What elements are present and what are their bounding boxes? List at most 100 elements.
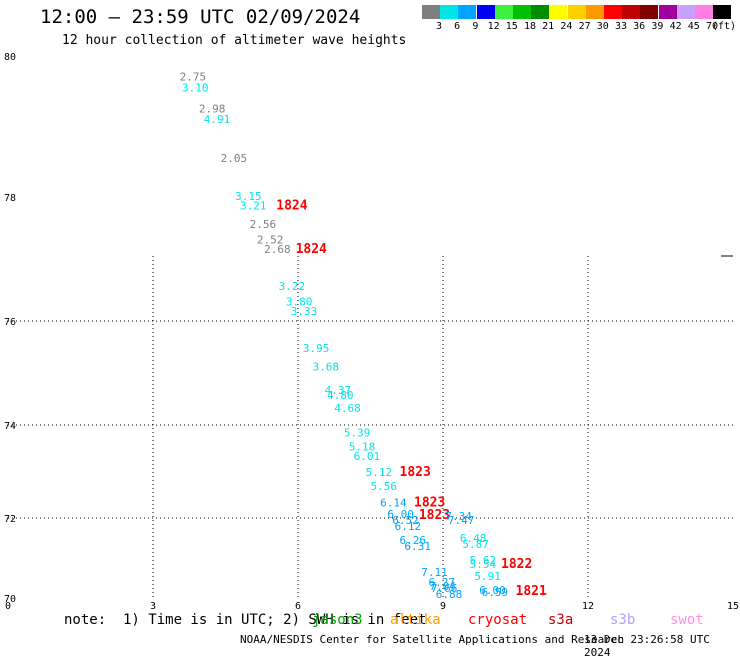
wave-height-label: 2.52 [257,234,284,247]
y-tick-label: 74 [4,421,16,432]
color-scale-swatch [640,5,659,19]
wave-height-label: 6.27 [429,576,456,589]
color-scale-label: 45 [687,21,700,32]
wave-height-label: 6.00 [387,508,414,521]
wave-height-label: 7.47 [448,514,475,527]
wave-height-label: 4.68 [334,402,361,415]
wave-height-label: 3.80 [286,296,313,309]
x-tick-label: 0 [5,601,11,612]
track-time-label: 1823 [414,495,445,510]
color-scale-swatch [622,5,641,19]
color-scale-swatch [658,5,677,19]
color-scale-swatch [458,5,477,19]
color-scale-label: 30 [596,21,609,32]
color-scale-label: 21 [542,21,555,32]
wave-height-label: 6.12 [395,520,422,533]
wave-height-label: 5.62 [470,554,497,567]
x-tick-label: 6 [295,601,301,612]
y-tick-label: 80 [4,52,16,63]
wave-height-label: 4.91 [204,113,231,126]
wave-height-label: 3.21 [240,199,267,212]
wave-height-label: 3.15 [235,190,262,203]
color-scale-label: 36 [633,21,646,32]
color-scale-swatch [676,5,695,19]
color-scale-swatch [604,5,622,19]
wave-height-label: 5.87 [462,538,489,551]
wave-height-label: 6.00 [479,584,506,597]
wave-height-label: 7.04 [429,580,456,593]
wave-height-label: 5.18 [349,441,376,454]
track-time-label: 1823 [400,465,431,480]
satellite-legend-item: altika [390,612,441,628]
satellite-legend-item: jason3 [312,612,363,628]
color-scale-label: 3 [435,21,443,32]
wave-height-label: 6.31 [404,540,431,553]
color-scale-label: 27 [578,21,591,32]
color-scale-label: 6 [454,21,461,32]
wave-height-label: 2.75 [180,71,207,84]
y-tick-label: 70 [4,594,16,605]
x-tick-label: 9 [440,601,446,612]
wave-height-label: 6.52 [392,514,419,527]
color-scale-label: 9 [472,21,479,32]
color-scale-swatch [567,5,586,19]
wave-height-label: 4.37 [325,384,352,397]
color-scale-swatch [476,5,495,19]
footer-timestamp: 13 Dec 23:26:58 UTC 2024 [584,633,710,659]
wave-height-label: 6.48 [460,532,487,545]
satellite-legend-item: swot [670,612,704,628]
note-text: note: 1) Time is in UTC; 2) SWH is in fe… [64,612,427,628]
wave-height-label: 3.95 [303,342,330,355]
x-tick-label: 3 [150,601,156,612]
color-scale-swatch [585,5,604,19]
y-tick-label: 72 [4,514,16,525]
page-title: 12:00 – 23:59 UTC 02/09/2024 [40,6,361,28]
color-scale-swatch [513,5,531,19]
y-tick-label: 78 [4,193,16,204]
wave-height-label: 5.56 [371,480,398,493]
satellite-legend-item: s3a [548,612,574,628]
color-scale-swatch [549,5,568,19]
track-time-label: 1824 [276,198,307,213]
wave-height-label: 5.91 [474,570,501,583]
wave-height-label: 7.66 [431,582,458,595]
color-scale-label: 12 [487,21,500,32]
wave-height-label: 5.54 [470,558,497,571]
wave-height-label: 3.33 [291,305,318,318]
wave-height-label: 3.68 [313,360,340,373]
color-scale-unit: (ft) [712,21,737,32]
track-time-label: 1822 [501,557,532,572]
color-scale-label: 33 [614,21,628,32]
color-scale-swatch [422,5,440,19]
wave-height-label: 6.01 [354,450,381,463]
color-scale-swatch [531,5,550,19]
track-time-label: 1824 [296,242,327,257]
wave-height-label: 6.59 [482,586,509,599]
color-scale-swatch [695,5,713,19]
wave-height-label: 4.80 [327,389,354,402]
track-time-label: 1823 [419,508,450,523]
wave-height-label: 3.10 [182,81,209,94]
color-scale-label: 18 [523,21,537,32]
satellite-legend-item: s3b [610,612,636,628]
wave-height-label: 6.26 [400,534,427,547]
wave-height-label: 3.22 [279,280,306,293]
wave-height-label: 7.11 [421,566,448,579]
color-scale-swatch [440,5,459,19]
color-scale-label: 70 [705,21,719,32]
wave-height-label: 5.12 [366,466,393,479]
x-tick-label: 12 [582,601,594,612]
satellite-legend-item: cryosat [468,612,528,628]
track-time-label: 1821 [516,584,547,599]
footer-credit: NOAA/NESDIS Center for Satellite Applica… [240,633,625,646]
wave-height-label: 5.39 [344,427,371,440]
color-scale-label: 42 [669,21,682,32]
color-scale-label: 15 [505,21,518,32]
color-scale-swatch [713,5,732,19]
x-tick-label: 15 [727,601,739,612]
color-scale-label: 24 [560,21,573,32]
wave-height-label: 2.98 [199,102,226,115]
wave-height-label: 2.56 [250,218,277,231]
page-subtitle: 12 hour collection of altimeter wave hei… [62,33,407,48]
